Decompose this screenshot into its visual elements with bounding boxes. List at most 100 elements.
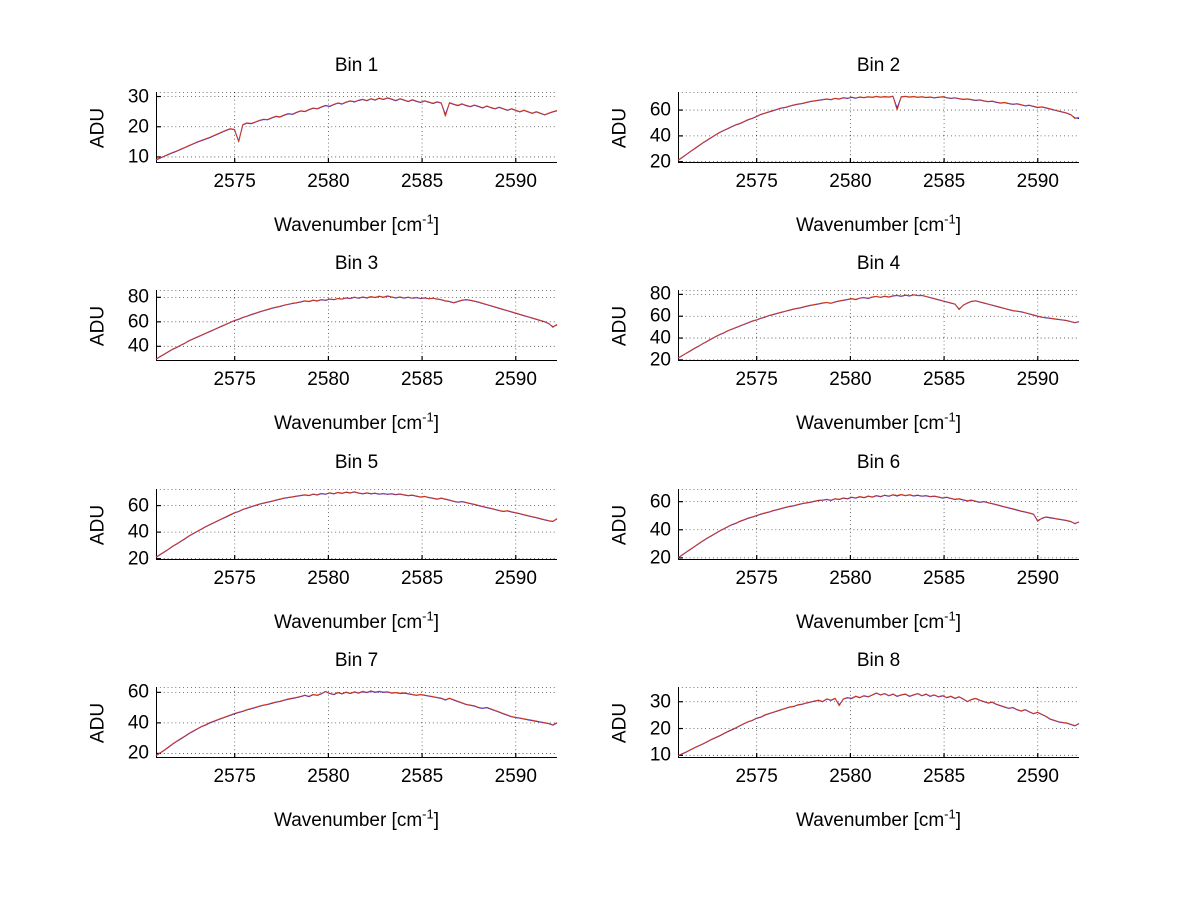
ytick-label-2-1: 40 [649,125,671,147]
ytick-label-8-0: 10 [649,744,671,766]
xtick-label-4-0: 2575 [735,369,778,390]
xtick-label-5-3: 2590 [494,568,537,589]
axes-frame-8 [678,687,1079,758]
x-axis-label-6: Wavenumber [cm-1] [796,610,961,632]
ytick-label-7-0: 20 [127,742,149,764]
x-axis-label-exponent-6: -1 [944,608,956,624]
gridlines-8 [678,687,1079,758]
xtick-label-4-3: 2590 [1016,369,1059,390]
xtick-label-7-2: 2585 [400,766,444,787]
xtick-label-2-0: 2575 [735,171,778,192]
x-axis-label-1: Wavenumber [cm-1] [273,213,439,236]
ytick-label-1-2: 30 [127,86,149,108]
xtick-label-5-0: 2575 [213,568,256,589]
plot-canvas-6 [677,489,1080,560]
plot-area-3: 40 60 80 2575 2580 2585 2590 [128,288,558,389]
x-axis-label-7: Wavenumber [cm-1] [273,808,440,831]
plot-area-8: 10 20 30 2575 2580 2585 2590 [650,687,1080,786]
ytick-label-2-2: 60 [649,99,671,121]
axes-frame-6 [678,489,1079,560]
ytick-label-6-0: 20 [649,547,671,569]
plot-area-5: 20 40 60 2575 2580 2585 2590 [128,489,558,588]
axes-frame-5 [156,489,557,560]
plot-area-6: 20 40 60 2575 2580 2585 2590 [650,489,1080,588]
x-axis-label-bracket-2: ] [955,215,962,236]
xtick-label-6-0: 2575 [735,568,778,589]
x-axis-label-3: Wavenumber [cm-1] [274,411,440,434]
plot-canvas-4 [677,290,1080,361]
subplot-title-8: Bin 8 [856,650,901,671]
xtick-label-5-1: 2580 [307,568,350,589]
series-line-measured-8 [677,692,1080,757]
xtick-label-7-0: 2575 [213,766,256,787]
x-axis-label-bracket-5: ] [433,612,440,633]
xtick-label-2-3: 2590 [1016,171,1059,192]
x-axis-label-exponent-3: -1 [422,409,434,425]
x-axis-label-bracket-7: ] [433,810,440,831]
axes-frame-2 [678,92,1079,163]
x-axis-label-4: Wavenumber [cm-1] [796,411,961,433]
x-axis-label-text-1: Wavenumber [cm [273,215,423,236]
ytick-label-4-0: 20 [649,349,671,371]
plot-area-1: 10 20 30 2575 2580 2585 2590 [128,87,558,191]
xtick-label-3-2: 2585 [400,369,444,390]
plot-canvas-5 [155,489,558,560]
x-axis-label-exponent-4: -1 [944,409,956,425]
xtick-label-2-1: 2580 [829,171,872,192]
ytick-label-1-1: 20 [127,116,149,138]
plot-area-4: 20 40 60 80 2575 2580 2585 2590 [650,285,1080,389]
ytick-label-4-1: 40 [649,327,671,349]
xtick-label-2-2: 2585 [922,171,966,192]
series-line-model-3 [155,295,558,360]
plot-canvas-7 [155,687,558,758]
ytick-label-8-2: 30 [649,691,671,713]
x-axis-label-5: Wavenumber [cm-1] [273,610,440,633]
xtick-label-3-1: 2580 [307,369,350,390]
ytick-label-6-1: 40 [649,519,671,541]
gridlines-3 [156,290,557,361]
xtick-label-6-1: 2580 [829,568,872,589]
xtick-label-4-2: 2585 [922,369,966,390]
gridlines-2 [678,92,1079,163]
plot-canvas-1 [155,92,558,163]
axes-frame-4 [678,290,1079,361]
gridlines-5 [156,489,557,560]
ytick-label-7-1: 40 [127,712,149,734]
ytick-label-4-2: 60 [649,305,671,327]
x-axis-label-exponent-1: -1 [422,211,434,227]
ytick-label-6-2: 60 [649,491,671,513]
xtick-label-6-3: 2590 [1016,568,1059,589]
xtick-label-4-1: 2580 [829,369,872,390]
ytick-label-8-1: 20 [649,718,671,740]
ytick-label-3-1: 60 [127,311,149,333]
series-line-model-2 [677,95,1080,161]
x-axis-label-2: Wavenumber [cm-1] [796,213,962,236]
ytick-label-4-3: 80 [649,283,671,305]
ytick-label-1-0: 10 [127,146,149,168]
xtick-label-5-2: 2585 [400,568,444,589]
x-axis-label-text-5: Wavenumber [cm [273,612,423,633]
ytick-label-5-0: 20 [127,548,149,570]
x-axis-label-text-7: Wavenumber [cm [273,810,423,831]
x-axis-label-exponent-7: -1 [422,806,434,822]
xtick-label-3-3: 2590 [494,369,537,390]
xtick-label-8-1: 2580 [829,766,872,787]
ytick-label-5-1: 40 [127,521,149,543]
axes-frame-1 [156,92,557,163]
plot-canvas-8 [677,687,1080,758]
subplot-title-7: Bin 7 [334,650,379,671]
subplot-title-5: Bin 5 [334,452,379,473]
ytick-label-3-0: 40 [127,335,149,357]
series-line-model-1 [155,97,558,161]
xtick-label-8-3: 2590 [1016,766,1059,787]
xtick-label-8-0: 2575 [735,766,778,787]
series-line-model-8 [677,692,1080,757]
x-axis-label-bracket-3: ] [433,413,440,434]
